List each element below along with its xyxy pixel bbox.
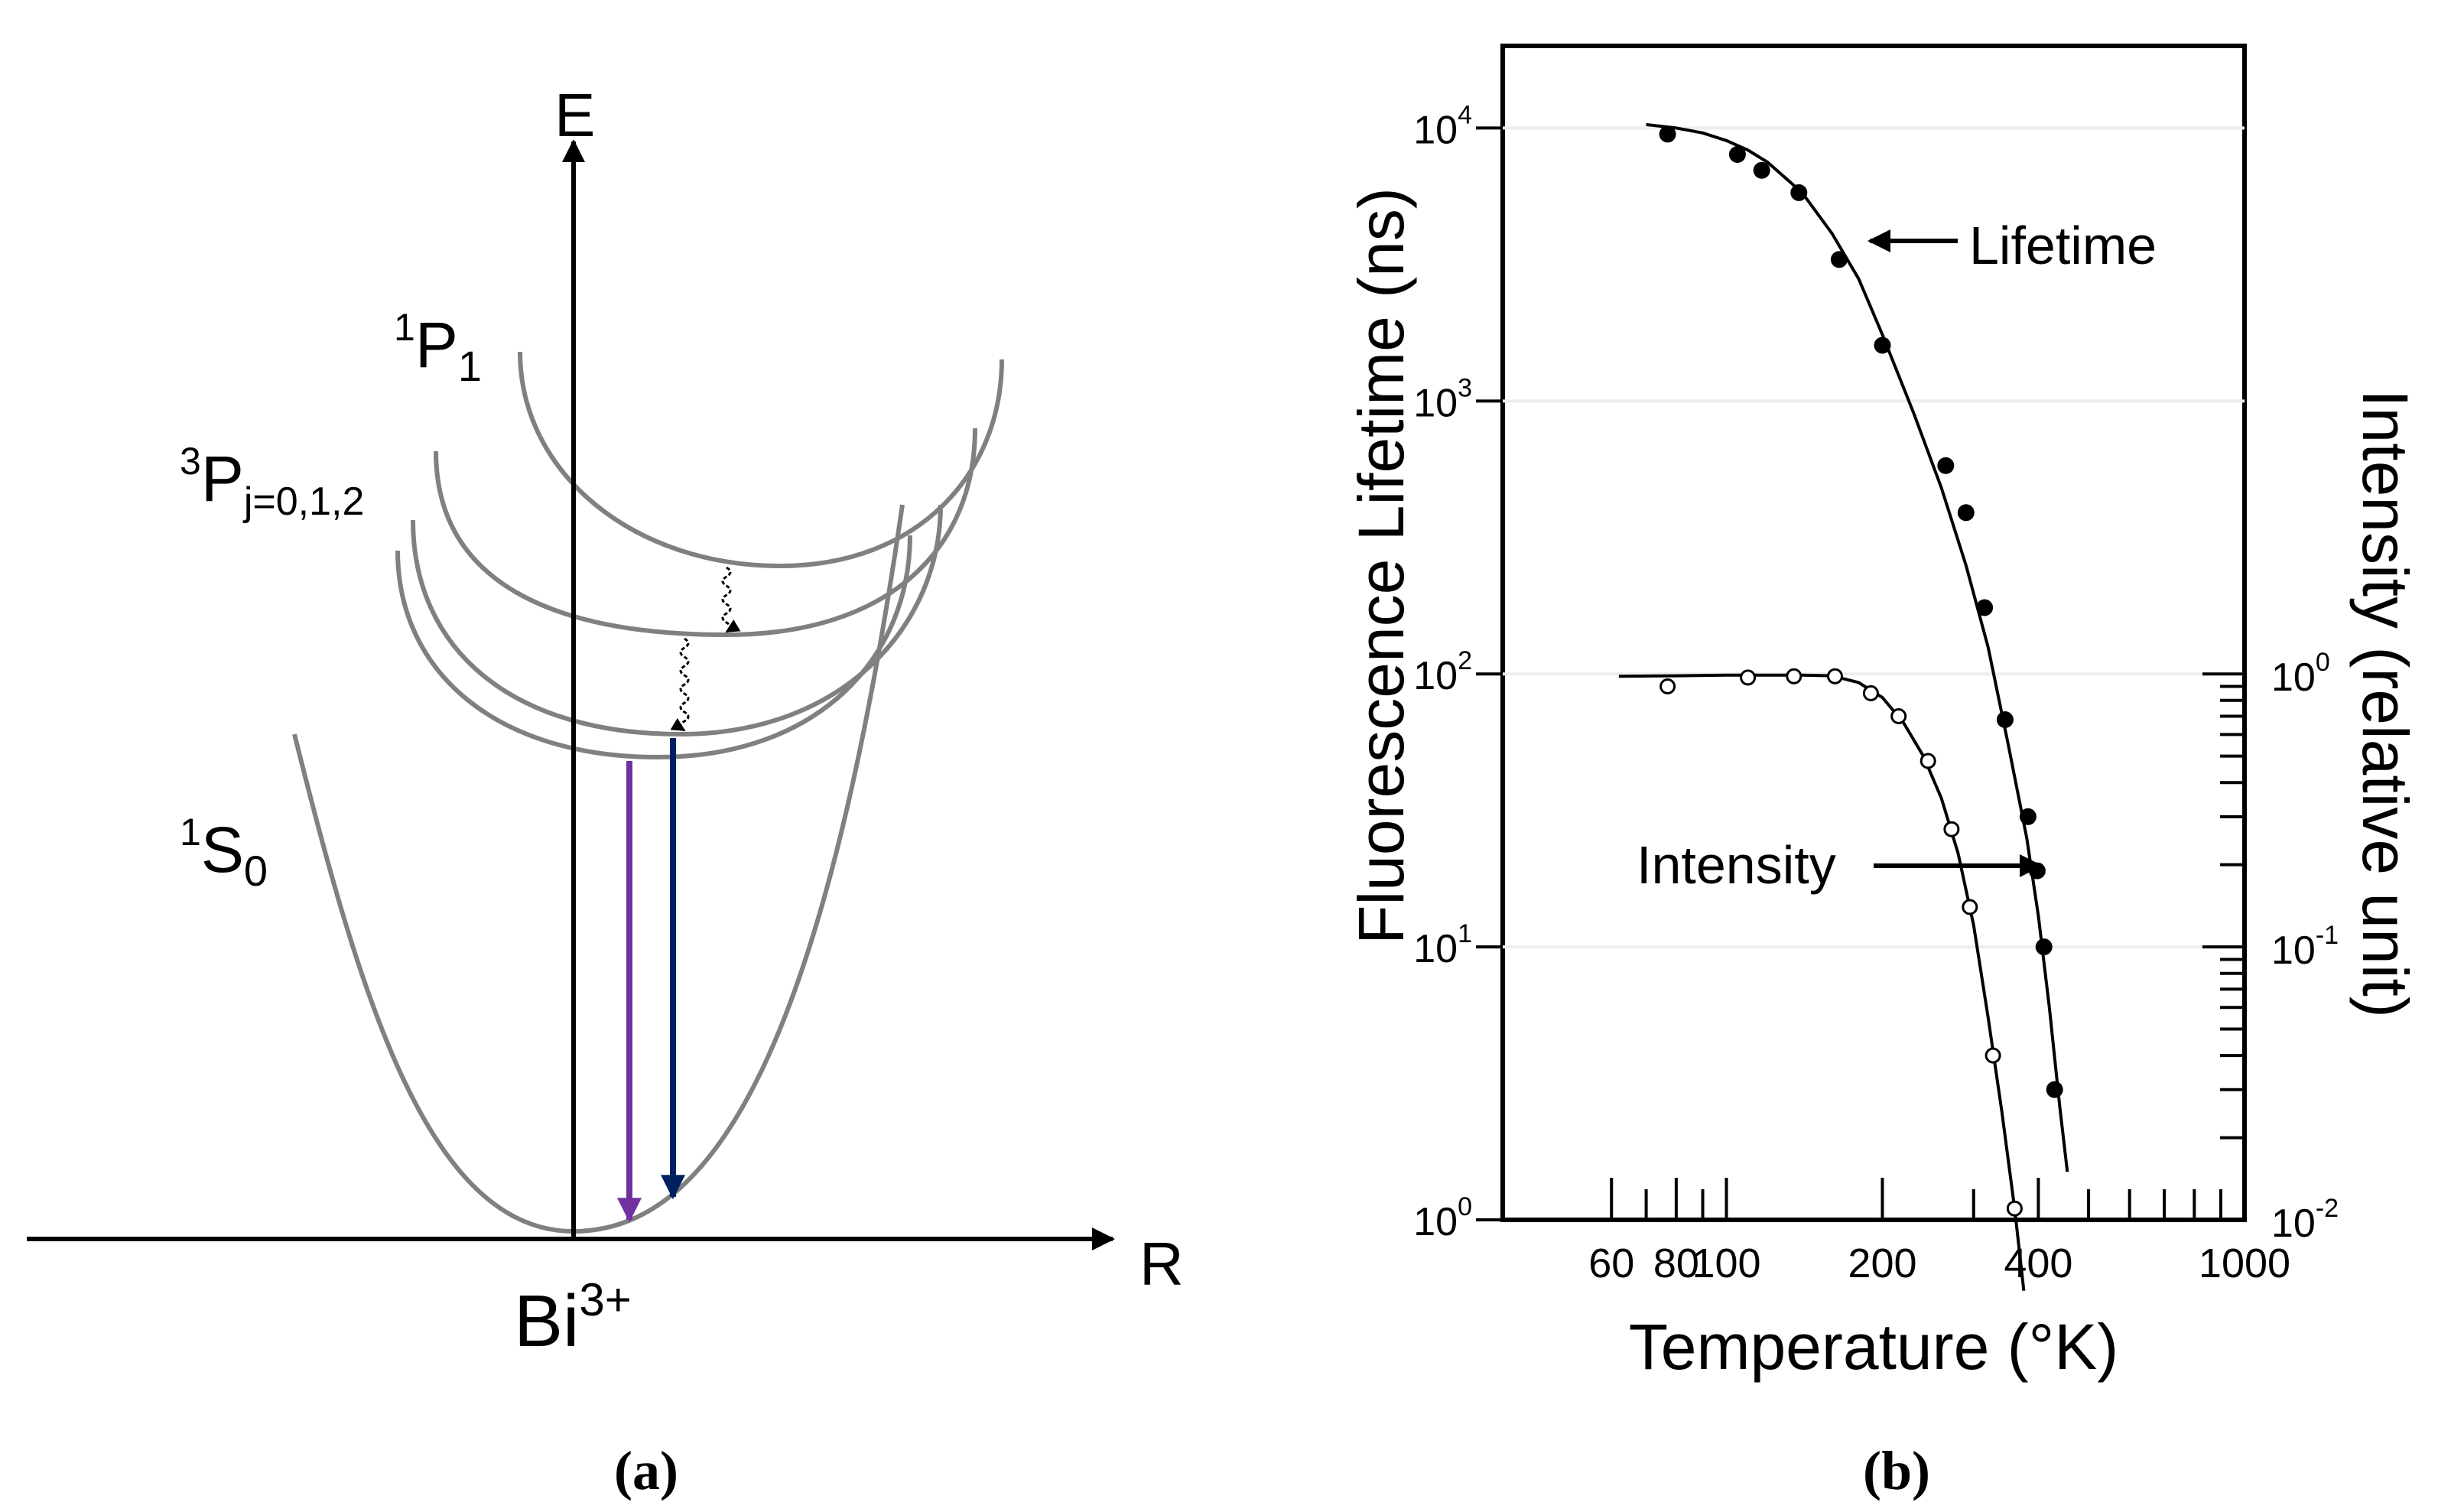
fit-line-1: [1618, 673, 2026, 1291]
point-lifetime-4: [1830, 251, 1848, 268]
x-tick-label-1: 80: [1653, 1240, 1699, 1286]
point-intensity-7: [1943, 821, 1960, 837]
marker-layer: [1659, 125, 2063, 1217]
point-lifetime-7: [1957, 504, 1975, 522]
x-tick-label-0: 60: [1588, 1240, 1634, 1286]
point-lifetime-12: [2035, 938, 2053, 956]
point-intensity-3: [1827, 668, 1843, 684]
nonradiative-relaxation-1: [721, 566, 741, 633]
point-lifetime-3: [1790, 184, 1808, 201]
curve-3P-lower: [395, 535, 912, 760]
grid-layer: [1503, 126, 2245, 949]
state-label-1S0: 1S0: [180, 811, 268, 895]
nonradiative-relaxation-2: [670, 637, 690, 732]
y-tick-label-2: 102: [1413, 646, 1472, 698]
point-lifetime-0: [1659, 125, 1676, 143]
point-lifetime-2: [1753, 161, 1770, 179]
point-intensity-8: [1962, 899, 1978, 915]
x-axis-title: Temperature (°K): [1629, 1311, 2118, 1383]
point-lifetime-6: [1937, 457, 1955, 474]
x-tick-label-3: 200: [1848, 1240, 1916, 1286]
caption-a: (a): [614, 1440, 678, 1501]
y-tick-label-4: 104: [1413, 100, 1472, 152]
point-intensity-5: [1890, 708, 1907, 724]
y-axis-title: Fluorescence Lifetime (ns): [1345, 187, 1417, 945]
curve-3P-middle: [411, 504, 943, 737]
x-tick-label-2: 100: [1692, 1240, 1760, 1286]
y-tick-label-1: 101: [1413, 919, 1472, 971]
panel-a-energy-diagram: E R Bi3+ 1P1 3Pj=0,1,2 1S0 (a): [27, 81, 1184, 1501]
point-lifetime-10: [2019, 808, 2037, 825]
point-lifetime-1: [1728, 146, 1746, 163]
fit-layer: [1618, 122, 2069, 1291]
point-intensity-4: [1862, 684, 1879, 701]
e-axis-label: E: [554, 81, 595, 149]
point-intensity-1: [1740, 669, 1757, 686]
y-tick-label-3: 103: [1413, 373, 1472, 425]
point-intensity-10: [2006, 1200, 2023, 1217]
x-tick-label-4: 400: [2004, 1240, 2072, 1286]
plot-frame: [1500, 44, 2247, 1222]
point-intensity-0: [1659, 678, 1676, 694]
point-intensity-2: [1786, 668, 1802, 684]
curve-1S0: [292, 504, 905, 1234]
y-tick-label-0: 100: [1413, 1192, 1472, 1244]
ion-label: Bi3+: [514, 1274, 632, 1362]
r-axis-label: R: [1139, 1230, 1184, 1298]
point-intensity-9: [1985, 1047, 2001, 1064]
state-label-3Pj: 3Pj=0,1,2: [180, 440, 364, 524]
point-lifetime-5: [1874, 337, 1891, 354]
point-intensity-6: [1920, 753, 1936, 769]
point-lifetime-9: [1996, 711, 2014, 728]
y2-tick-label-1: 10-1: [2271, 921, 2339, 973]
curve-3P-upper: [434, 428, 977, 638]
y2-tick-label-0: 100: [2271, 648, 2330, 700]
y2-tick-label-2: 10-2: [2271, 1194, 2339, 1246]
curve-1P1: [518, 351, 1004, 569]
annotation-intensity: Intensity: [1637, 835, 1836, 895]
annotation-lifetime: Lifetime: [1969, 216, 2157, 275]
state-label-1P1: 1P1: [394, 306, 482, 390]
caption-b: (b): [1863, 1440, 1930, 1501]
y2-axis-title: Intensity (relative unit): [2349, 389, 2421, 1018]
point-lifetime-13: [2046, 1081, 2063, 1098]
fit-line-0: [1646, 122, 2069, 1172]
point-lifetime-8: [1976, 599, 1994, 616]
x-tick-label-5: 1000: [2199, 1240, 2290, 1286]
